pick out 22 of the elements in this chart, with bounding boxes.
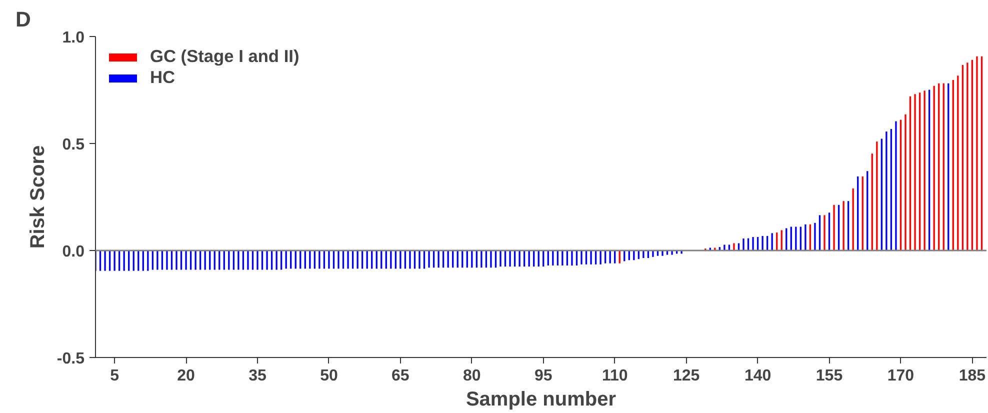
x-tick-label: 20: [177, 368, 196, 384]
x-tick-label: 140: [744, 368, 772, 384]
x-tick-label: 125: [672, 368, 700, 384]
legend-label: HC: [150, 67, 176, 88]
y-tick-label: 0.0: [62, 244, 85, 260]
text: D: [16, 8, 31, 32]
x-tick-label: 170: [887, 368, 914, 384]
x-axis-title: Sample number: [466, 388, 616, 410]
legend-label: GC (Stage I and II): [150, 46, 300, 67]
x-tick-label: 80: [463, 368, 481, 384]
x-tick-label: 5: [110, 368, 120, 384]
x-tick-label: 65: [392, 368, 410, 384]
y-tick-label: 0.5: [62, 136, 85, 154]
x-tick-label: 50: [320, 368, 338, 384]
x-tick-label: 95: [534, 368, 552, 384]
y-tick-label: 1.0: [62, 30, 85, 46]
x-tick-label: 35: [248, 368, 266, 384]
y-tick-label: -0.5: [56, 350, 85, 368]
x-tick-label: 110: [602, 368, 628, 384]
x-tick-label: 185: [958, 368, 986, 384]
x-tick-label: 155: [816, 368, 843, 384]
y-axis-title: Risk Score: [26, 145, 49, 249]
